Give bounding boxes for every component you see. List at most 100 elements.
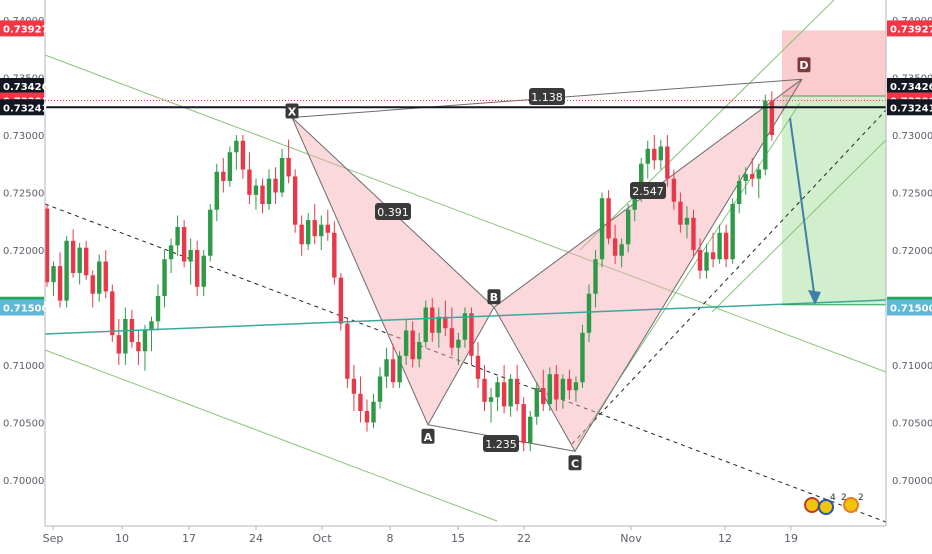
y-tick-label-left: 0.71000 [3,361,44,372]
bcd-triangle [493,78,803,453]
candle-body [57,266,63,301]
pattern-point-d: D [797,57,811,73]
candle-body [286,158,291,177]
candle-body [201,255,206,287]
candle-body [397,355,402,383]
candle [110,284,115,342]
candle [155,284,161,331]
candle [482,365,487,411]
candle [51,261,56,296]
candle [449,307,455,356]
candle [247,152,252,204]
candle [475,342,481,388]
candle [136,330,141,365]
candle-body [97,261,102,294]
candle [116,319,122,365]
ratio-value: 1.235 [485,438,517,451]
candle-body [645,148,650,164]
candle-body [377,376,383,402]
candle [260,178,265,214]
pattern-point-badge [797,57,811,73]
candle-body [495,382,500,398]
candle-body [430,307,435,333]
pattern-point-label: C [571,457,579,470]
candle [64,236,69,308]
candle-body [142,330,148,352]
candle [299,215,304,256]
candle [619,238,624,268]
candle [364,399,370,432]
candle-body [260,185,265,204]
candle-body [325,224,330,233]
candle [273,167,278,204]
candle [514,365,520,411]
candle-body [247,169,252,195]
candle [665,135,670,187]
candle-body [528,416,533,444]
candle-body [345,323,350,379]
x-tick-label: 10 [115,532,129,545]
candle-body [266,178,272,204]
candle [684,206,690,239]
candle-body [658,146,664,161]
candle-body [704,252,709,271]
candle-body [501,382,507,407]
lower-descending-channel-line [44,349,498,522]
candle-body [678,201,683,225]
candle-body [116,335,122,354]
x-tick-label: 17 [182,532,196,545]
price-tag-071500: 0.71500 0.71500 [0,299,932,316]
ratio-value: 2.547 [632,185,664,198]
price-tag-left-bg [0,299,44,316]
pattern-point-label: D [799,59,808,72]
x-tick-label: Sep [43,532,64,545]
x-tick-label: 12 [718,532,732,545]
candle-body [632,192,637,210]
candle-body [756,169,761,179]
candle-body [162,259,167,296]
candle [70,229,76,278]
candle-body [306,220,311,245]
candle [384,347,389,388]
candle [345,319,350,388]
trend-channels [44,0,887,523]
candle-body [175,227,180,246]
candle [149,316,154,352]
candle [371,393,376,429]
y-tick-label-right: 0.70000 [892,476,932,487]
candle-body [508,378,513,407]
candle-body [599,198,605,260]
event-flag-icon [818,499,834,515]
candle [358,376,363,423]
candle-body [221,171,226,181]
candle [319,215,324,250]
price-tag-073426: 0.73426 0.73426 [0,78,932,95]
candle [652,135,657,170]
candle-body [273,178,278,193]
candle-body [560,378,566,400]
candle [717,224,722,264]
candle-body [390,359,396,383]
ratio-badge [630,182,666,199]
pattern-point-a: A [421,428,435,444]
candle [691,209,696,256]
candle-body [208,209,213,256]
candle [234,135,239,170]
ratio-value: 1.138 [531,91,563,104]
ratio-value: 0.391 [377,206,409,219]
candle [704,244,709,279]
candle-body [443,316,448,329]
candle-body [469,313,474,356]
candle [286,139,291,184]
candle-body [70,240,76,273]
candle [567,369,572,400]
candle-body [384,359,389,377]
y-tick-label-right: 0.73000 [892,131,932,142]
candle [750,158,755,187]
candle-body [710,252,716,260]
candle [606,190,611,245]
candle-body [332,232,337,278]
candle-body [723,232,729,260]
candle-body [234,140,239,153]
candle-body [410,330,415,360]
